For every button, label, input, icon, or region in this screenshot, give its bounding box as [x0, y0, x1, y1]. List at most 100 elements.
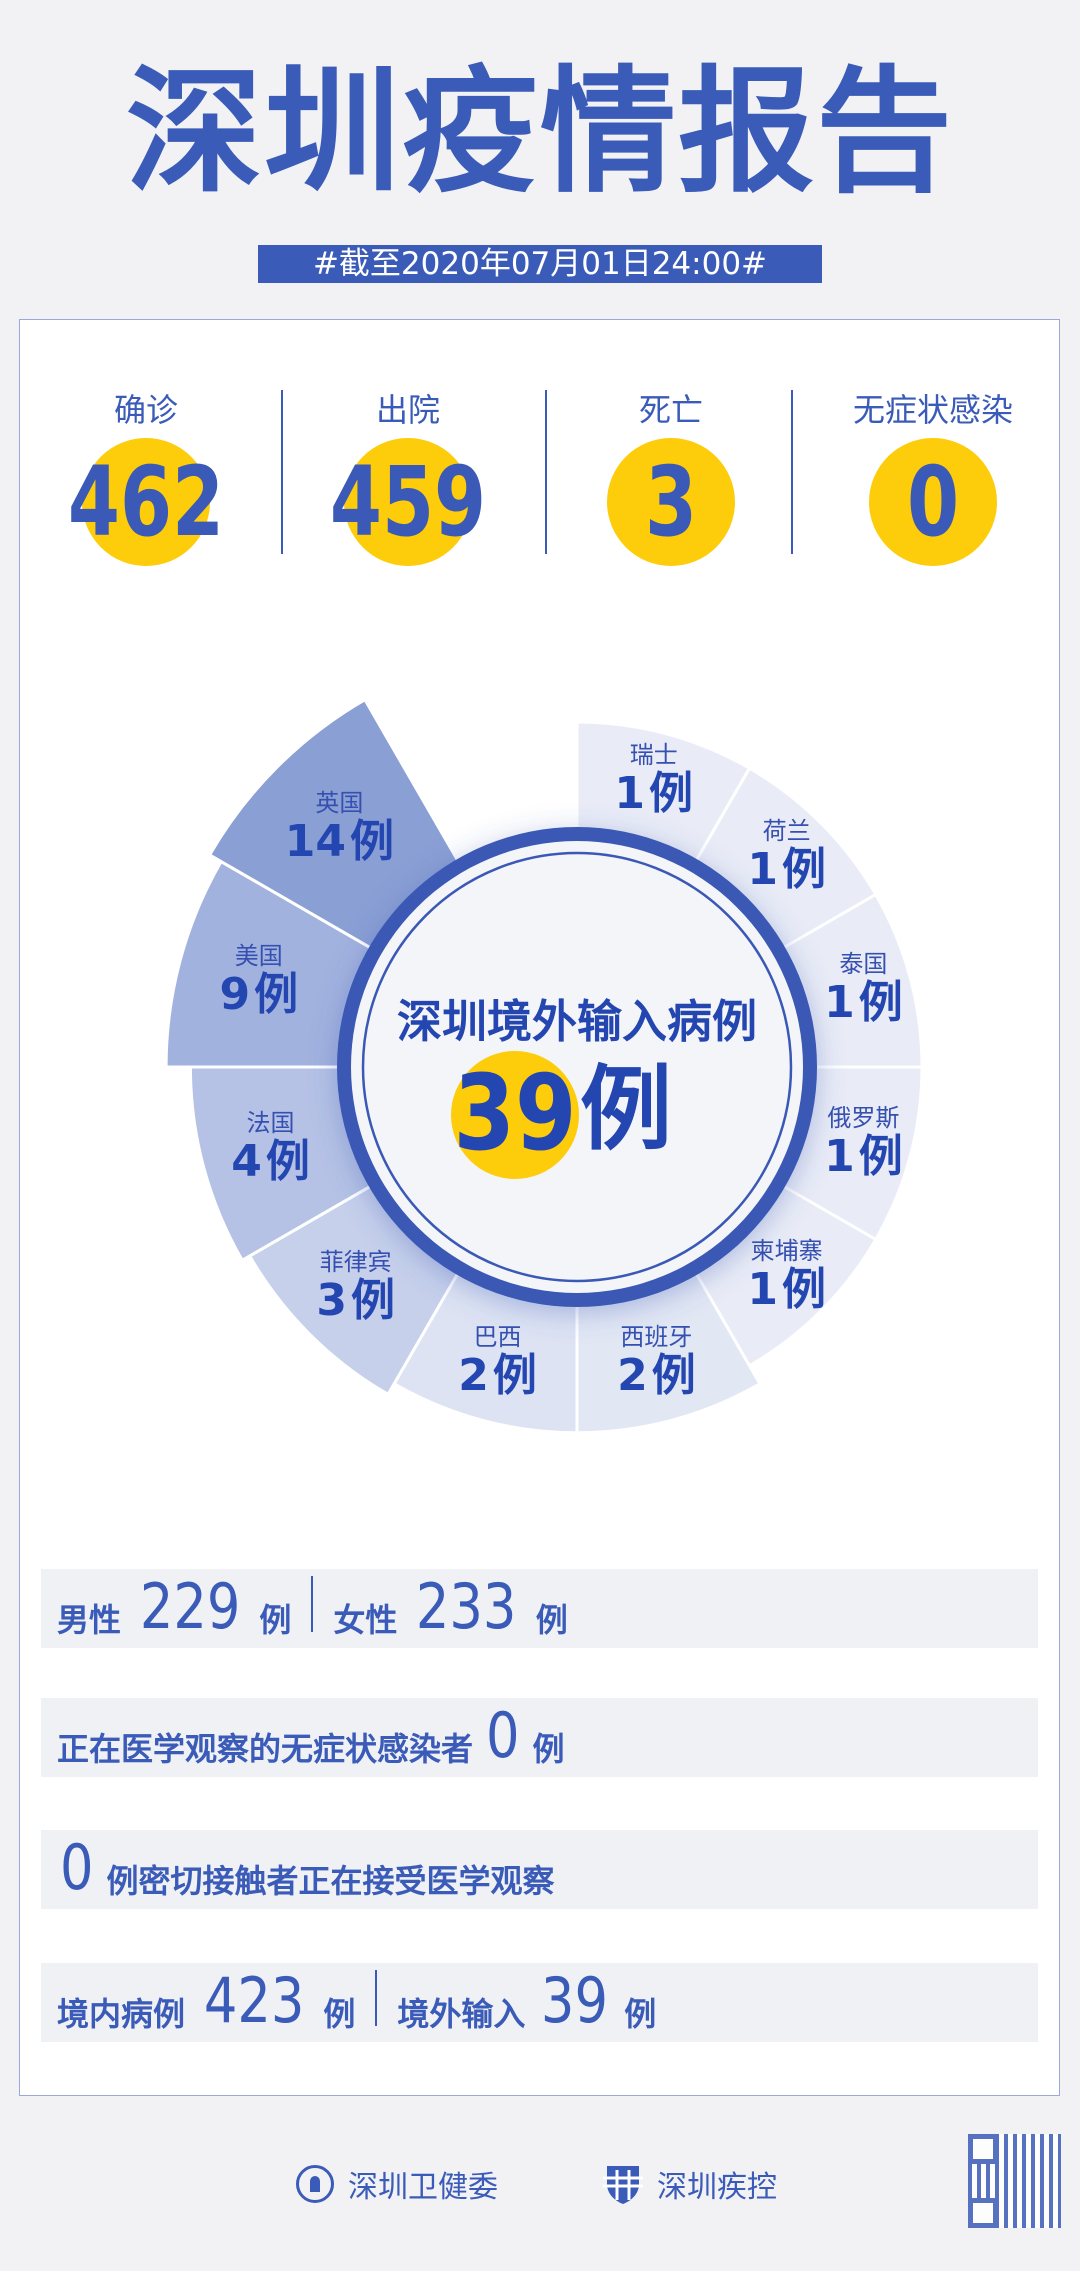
unit: 例: [259, 1601, 292, 1639]
country-name: 法国: [246, 1109, 295, 1138]
qr-code: [968, 2134, 1061, 2228]
country-case-count: 2例: [576, 1351, 736, 1401]
health-commission-logo-icon: [296, 2165, 334, 2203]
stat-value-discharged: 459: [329, 446, 487, 558]
case-unit: 例: [254, 968, 299, 1020]
asymptomatic-row: 正在医学观察的无症状感染者 0 例: [41, 1698, 1038, 1777]
case-unit: 例: [781, 1263, 826, 1315]
case-unit: 例: [351, 1275, 395, 1327]
date-banner: #截至2020年07月01日24:00#: [258, 245, 822, 283]
contacts-value: 0: [59, 1831, 94, 1904]
page-title: 深圳疫情报告: [126, 54, 954, 212]
country-case-count: 1例: [707, 845, 867, 895]
org1-name: 深圳卫健委: [348, 2170, 498, 2205]
country-name: 英国: [315, 789, 364, 818]
stat-badge: [344, 438, 472, 566]
country-case-count: 9例: [179, 968, 339, 1020]
case-number: 9: [219, 968, 251, 1020]
case-unit: 例: [858, 977, 903, 1029]
stat-value-deaths: 3: [644, 446, 698, 558]
country-name: 瑞士: [629, 740, 678, 769]
country-name: 俄罗斯: [827, 1103, 900, 1132]
segment-label: 俄罗斯 1例: [783, 1104, 943, 1182]
footer-org-health-commission: 深圳卫健委: [296, 2162, 498, 2206]
case-unit: 例: [649, 767, 694, 819]
unit: 例: [535, 1601, 568, 1639]
divider: [375, 1969, 378, 2026]
case-number: 1: [747, 1263, 778, 1315]
total-badge: [451, 1051, 579, 1179]
stat-label-discharged: 出院: [375, 391, 440, 429]
segment-label: 菲律宾 3例: [276, 1248, 436, 1326]
stat-badge: [607, 438, 735, 566]
local-label: 境内病例: [57, 1995, 186, 2033]
total-value: 39: [453, 1052, 577, 1174]
country-name: 柬埔寨: [750, 1236, 823, 1265]
male-label: 男性: [57, 1601, 122, 1639]
segment-label: 瑞士 1例: [574, 741, 734, 819]
female-label: 女性: [333, 1601, 398, 1639]
unit: 例: [624, 1995, 657, 2033]
divider: [545, 390, 547, 554]
case-number: 2: [458, 1350, 489, 1402]
gender-row: 男性 229 例 女性 233 例: [41, 1569, 1038, 1648]
import-label: 境外输入: [397, 1995, 526, 2033]
divider: [791, 390, 793, 554]
stat-value-asymptomatic: 0: [906, 446, 960, 558]
unit: 例: [532, 1730, 565, 1768]
segment-label: 柬埔寨 1例: [707, 1237, 867, 1315]
case-unit: 例: [651, 1350, 696, 1402]
org2-name: 深圳疾控: [657, 2170, 777, 2205]
case-number: 1: [824, 1130, 855, 1182]
segment-label: 荷兰 1例: [707, 817, 867, 895]
case-unit: 例: [492, 1350, 537, 1402]
segment-label: 法国 4例: [191, 1109, 351, 1187]
footer-org-cdc: 深圳疾控: [603, 2162, 777, 2206]
country-name: 美国: [234, 941, 283, 970]
male-value: 229: [139, 1570, 241, 1643]
cdc-shield-icon: [603, 2166, 643, 2204]
case-number: 1: [614, 767, 646, 819]
country-name: 泰国: [839, 950, 888, 979]
stat-value-confirmed: 462: [67, 446, 225, 558]
case-number: 14: [284, 816, 346, 868]
case-unit: 例: [781, 844, 826, 896]
country-name: 巴西: [473, 1323, 522, 1352]
segment-label: 泰国 1例: [783, 950, 943, 1028]
case-number: 2: [617, 1350, 648, 1402]
unit: 例: [323, 1995, 356, 2033]
case-number: 4: [231, 1136, 262, 1188]
case-unit: 例: [265, 1136, 310, 1188]
total-unit: 例: [580, 1056, 673, 1163]
stat-badge: [869, 438, 997, 566]
country-case-count: 1例: [783, 1130, 943, 1182]
contacts-row: 0 例密切接触者正在接受医学观察: [41, 1830, 1038, 1909]
case-number: 3: [316, 1275, 347, 1327]
country-case-count: 4例: [191, 1137, 351, 1187]
country-case-count: 2例: [418, 1351, 578, 1401]
female-value: 233: [416, 1570, 517, 1643]
country-case-count: 1例: [574, 767, 734, 819]
segment-label: 英国 14例: [259, 789, 419, 867]
stat-label-asymptomatic: 无症状感染: [852, 391, 1013, 429]
center-title: 深圳境外输入病例: [396, 995, 757, 1048]
stat-label-deaths: 死亡: [638, 391, 703, 429]
case-unit: 例: [349, 816, 394, 868]
country-case-count: 3例: [276, 1276, 436, 1326]
contacts-label: 例密切接触者正在接受医学观察: [106, 1862, 555, 1900]
segment-label: 西班牙 2例: [576, 1323, 736, 1401]
import-value: 39: [541, 1964, 609, 2037]
asymptomatic-label: 正在医学观察的无症状感染者: [57, 1730, 474, 1768]
stat-label-confirmed: 确诊: [113, 391, 178, 429]
stat-badge: [82, 438, 210, 566]
country-case-count: 1例: [783, 978, 943, 1028]
asymptomatic-value: 0: [485, 1699, 520, 1772]
divider: [311, 1575, 314, 1632]
country-name: 荷兰: [762, 817, 811, 846]
local-value: 423: [203, 1964, 305, 2037]
case-number: 1: [824, 977, 855, 1029]
country-name: 菲律宾: [319, 1248, 392, 1277]
case-number: 1: [747, 844, 778, 896]
segment-label: 巴西 2例: [418, 1323, 578, 1401]
case-unit: 例: [858, 1130, 903, 1182]
